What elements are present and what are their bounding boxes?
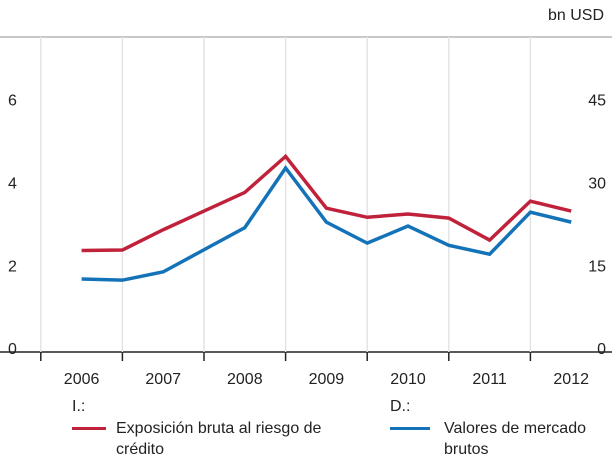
x-tick-label: 2011	[472, 371, 507, 388]
x-tick-label: 2007	[145, 371, 181, 388]
y-tick-label: 6	[8, 93, 17, 110]
x-tick-label: 2010	[390, 371, 426, 388]
legend-label: Exposición bruta al riesgo de crédito	[116, 420, 322, 458]
y2-tick-label: 15	[588, 258, 606, 275]
legend-heading: I.:	[72, 398, 86, 415]
y-tick-label: 4	[8, 175, 17, 192]
data-line	[81, 153, 572, 253]
legend-swatch	[390, 427, 430, 430]
x-tick-label: 2009	[309, 371, 345, 388]
legend-swatch	[72, 427, 106, 430]
x-tick-label: 2012	[553, 371, 589, 388]
x-tick-label: 2006	[64, 371, 100, 388]
y-tick-label: 0	[8, 341, 17, 358]
legend-heading: D.:	[390, 398, 411, 415]
x-tick-label: 2008	[227, 371, 263, 388]
y-tick-label: 2	[8, 258, 17, 275]
y2-tick-label: 45	[588, 93, 606, 110]
data-line	[81, 164, 572, 282]
unit-label: bn USD	[548, 7, 604, 24]
y2-tick-label: 0	[597, 341, 606, 358]
y2-tick-label: 30	[588, 175, 606, 192]
legend-label: Valores de mercado brutos	[444, 420, 586, 458]
